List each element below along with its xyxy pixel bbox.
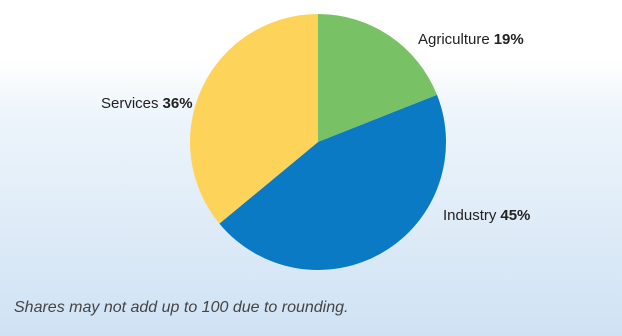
label-industry: Industry 45% (443, 207, 530, 224)
label-agriculture: Agriculture 19% (418, 31, 524, 48)
label-services: Services 36% (101, 95, 193, 112)
label-agriculture-name: Agriculture (418, 31, 490, 48)
slice-services (189, 14, 318, 224)
slice-agriculture (318, 14, 438, 142)
label-services-name: Services (101, 95, 159, 112)
label-industry-name: Industry (443, 207, 497, 224)
pie-slices (189, 14, 447, 271)
slice-industry (219, 94, 447, 271)
label-agriculture-pct: 19% (494, 31, 524, 48)
label-services-pct: 36% (163, 95, 193, 112)
footnote: Shares may not add up to 100 due to roun… (14, 299, 349, 316)
label-industry-pct: 45% (500, 207, 530, 224)
